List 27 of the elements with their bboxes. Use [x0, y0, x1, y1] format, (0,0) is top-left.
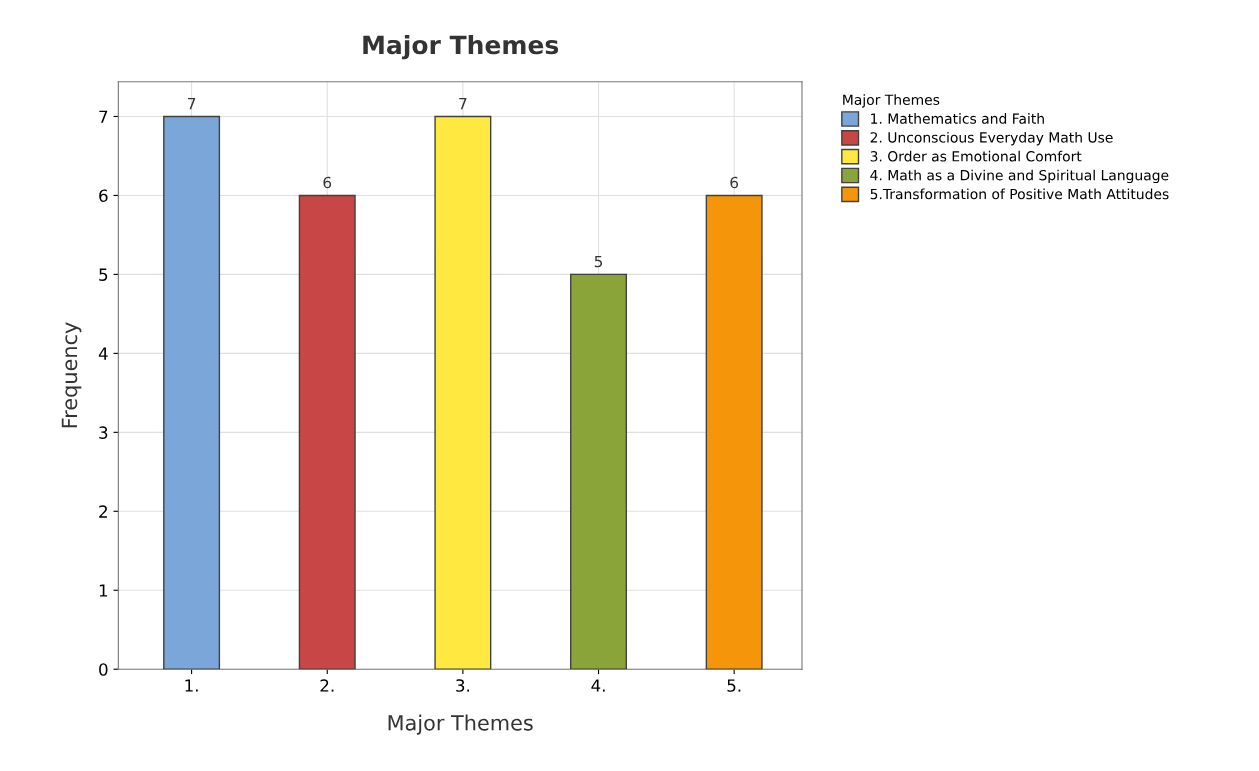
legend-title: Major Themes — [843, 94, 940, 108]
data-label: 5 — [594, 255, 603, 268]
y-tick-label: 6 — [99, 189, 108, 203]
x-tick-label: 2. — [320, 679, 334, 692]
y-axis-title: Frequency — [61, 322, 82, 428]
data-label: 7 — [459, 97, 467, 110]
data-label: 6 — [323, 176, 332, 189]
data-label: 6 — [730, 176, 739, 189]
y-tick-label: 0 — [99, 663, 108, 676]
y-tick-label: 3 — [99, 426, 108, 439]
y-tick-label: 7 — [99, 110, 108, 123]
x-tick-label: 4. — [591, 679, 605, 692]
chart-title: Major Themes — [363, 34, 559, 60]
y-tick-label: 5 — [99, 268, 108, 281]
y-tick-label: 1 — [99, 584, 108, 597]
x-tick-label: 1. — [185, 679, 198, 692]
x-tick-label: 5. — [727, 679, 741, 692]
legend-label: 5.Transformation of Positive Math Attitudes — [870, 188, 1169, 200]
legend-label: 3. Order as Emotional Comfort — [870, 150, 1082, 162]
legend-label: 4. Math as a Divine and Spiritual Language — [870, 169, 1169, 184]
legend-label: 2. Unconscious Everyday Math Use — [870, 131, 1113, 146]
x-tick-label: 3. — [456, 679, 470, 692]
x-axis-title: Major Themes — [388, 714, 533, 735]
y-tick-label: 4 — [98, 347, 108, 360]
data-label: 7 — [187, 97, 196, 110]
legend-label: 1. Mathematics and Faith — [871, 113, 1044, 124]
y-tick-label: 2 — [99, 505, 107, 518]
